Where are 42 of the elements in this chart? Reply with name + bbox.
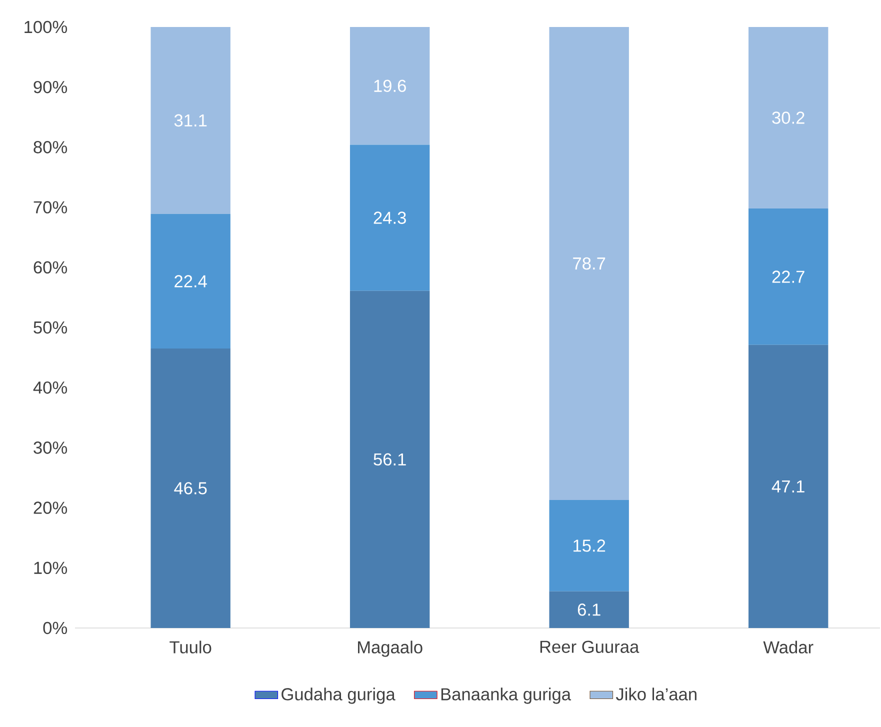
y-tick-label: 40% (33, 381, 68, 394)
data-label: 19.6 (374, 80, 406, 92)
data-label: 47.1 (772, 480, 804, 492)
y-tick-label: 30% (34, 442, 68, 454)
data-label: 6.1 (578, 604, 600, 616)
bar (748, 344, 828, 628)
bar (350, 26, 430, 145)
bar (150, 26, 230, 214)
data-label: 15.2 (574, 540, 606, 552)
y-tick-label: 20% (34, 502, 68, 514)
bar (549, 591, 629, 628)
data-label: 24.3 (374, 212, 406, 224)
bar (549, 500, 629, 592)
data-label: 56.1 (374, 453, 406, 466)
y-tick-label: 0% (43, 622, 68, 634)
legend-label: Jiko la’aan (616, 688, 696, 700)
data-label: 31.1 (174, 114, 207, 127)
y-tick-label: 90% (34, 80, 68, 94)
x-tick-label: Reer Guuraa (540, 640, 640, 653)
x-tick-label: Tuulo (170, 640, 212, 654)
legend-label: Banaanka guriga (441, 688, 572, 704)
y-tick-label: 80% (34, 141, 68, 154)
bar (549, 26, 629, 500)
bar (748, 208, 828, 345)
data-label: 46.5 (174, 482, 207, 494)
data-label: 30.2 (772, 112, 804, 124)
data-label: 22.4 (174, 275, 207, 288)
y-tick-label: 50% (34, 321, 68, 334)
data-label: 78.7 (573, 257, 606, 270)
y-tick-label: 70% (34, 201, 68, 214)
x-tick-label: Magaalo (358, 640, 422, 657)
bar (150, 348, 230, 628)
bar (350, 290, 430, 628)
x-tick-label: Wadar (763, 640, 814, 654)
y-tick-label: 10% (34, 562, 68, 574)
bar (748, 26, 828, 208)
y-tick-label: 100% (24, 20, 68, 34)
y-tick-label: 60% (34, 261, 68, 274)
bar (150, 214, 230, 349)
legend-label: Gudaha guriga (282, 688, 396, 704)
data-label: 22.7 (772, 270, 804, 283)
bar (350, 144, 430, 291)
